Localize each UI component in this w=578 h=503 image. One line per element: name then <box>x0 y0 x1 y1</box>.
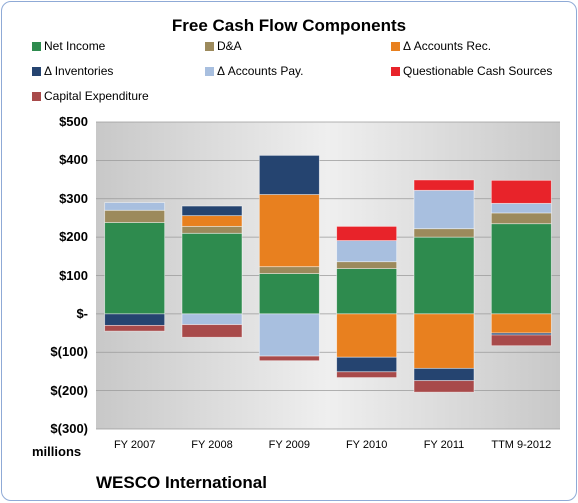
bar-d-a-fy-2009 <box>258 266 320 274</box>
legend-item-d-a: D&A <box>205 39 242 53</box>
legend-item-capital-expenditure: Capital Expenditure <box>32 89 149 103</box>
x-tick-label: FY 2009 <box>268 439 311 451</box>
bar-questionable-cash-sources-fy-2010 <box>336 225 398 241</box>
x-tick-label: FY 2007 <box>113 439 156 451</box>
bar-d-a-fy-2007 <box>104 209 166 223</box>
legend-item-questionable-cash-sources: Questionable Cash Sources <box>391 64 552 78</box>
legend-label: D&A <box>217 39 242 53</box>
y-tick-label: $(100) <box>50 344 88 360</box>
legend-item-accounts-pay: Δ Accounts Pay. <box>205 64 304 78</box>
legend-label: Δ Accounts Rec. <box>403 39 492 53</box>
bar-capital-expenditure-ttm-9-2012 <box>490 334 552 347</box>
bar-accounts-rec-fy-2009 <box>258 194 320 268</box>
legend-label: Questionable Cash Sources <box>403 64 553 78</box>
legend-swatch <box>391 41 400 51</box>
bar-questionable-cash-sources-fy-2011 <box>413 179 475 191</box>
bar-accounts-pay-fy-2010 <box>336 240 398 263</box>
bar-accounts-pay-fy-2008 <box>181 313 243 326</box>
bar-accounts-rec-fy-2011 <box>413 313 475 369</box>
legend-label: Δ Inventories <box>44 64 114 78</box>
bar-inventories-fy-2010 <box>336 356 398 373</box>
bar-net-income-ttm-9-2012 <box>490 223 552 315</box>
bar-inventories-fy-2008 <box>181 205 243 217</box>
bar-net-income-fy-2007 <box>104 222 166 315</box>
y-tick-label: $- <box>76 305 88 321</box>
bar-d-a-fy-2011 <box>413 228 475 238</box>
y-tick-label: $200 <box>59 229 88 245</box>
bar-capital-expenditure-fy-2007 <box>104 324 166 332</box>
chart-title: Free Cash Flow Components <box>171 16 407 35</box>
y-tick-label: $(200) <box>50 382 88 398</box>
bar-net-income-fy-2010 <box>336 268 398 315</box>
bar-inventories-fy-2007 <box>104 313 166 326</box>
legend-swatch <box>391 66 400 76</box>
bar-inventories-fy-2011 <box>413 367 475 382</box>
legend-item-accounts-rec: Δ Accounts Rec. <box>391 39 491 53</box>
bar-d-a-fy-2010 <box>336 261 398 269</box>
legend-swatch <box>205 66 214 76</box>
bar-accounts-pay-ttm-9-2012 <box>490 202 552 214</box>
bar-net-income-fy-2008 <box>181 232 243 315</box>
bar-inventories-fy-2009 <box>258 154 320 195</box>
x-tick-label: FY 2010 <box>345 439 388 451</box>
bar-capital-expenditure-fy-2008 <box>181 324 243 338</box>
bar-accounts-rec-ttm-9-2012 <box>490 313 552 334</box>
bar-accounts-rec-fy-2008 <box>181 215 243 227</box>
x-tick-label: FY 2011 <box>423 439 465 451</box>
bar-net-income-fy-2011 <box>413 236 475 315</box>
legend-label: Capital Expenditure <box>44 89 149 103</box>
legend-label: Net Income <box>44 39 106 53</box>
bar-accounts-rec-fy-2010 <box>336 313 398 358</box>
legend-swatch <box>32 41 41 51</box>
legend-swatch <box>205 41 214 51</box>
bar-accounts-pay-fy-2007 <box>104 202 166 211</box>
bar-d-a-fy-2008 <box>181 225 243 234</box>
bar-capital-expenditure-fy-2011 <box>413 380 475 393</box>
y-tick-label: $300 <box>59 190 88 206</box>
x-tick-label: TTM 9-2012 <box>491 439 552 451</box>
bar-d-a-ttm-9-2012 <box>490 212 552 225</box>
legend-item-inventories: Δ Inventories <box>32 64 113 78</box>
bar-accounts-pay-fy-2009 <box>258 313 320 357</box>
x-tick-label: FY 2008 <box>191 439 233 451</box>
bar-accounts-pay-fy-2011 <box>413 189 475 230</box>
bar-capital-expenditure-fy-2010 <box>336 371 398 378</box>
legend-label: Δ Accounts Pay. <box>217 64 304 78</box>
company-name: WESCO International <box>96 473 267 492</box>
legend-swatch <box>32 91 41 101</box>
y-tick-label: $100 <box>59 267 88 283</box>
unit-label: millions <box>32 444 82 459</box>
y-tick-label: $500 <box>59 114 88 129</box>
y-tick-label: $400 <box>59 152 88 168</box>
bar-questionable-cash-sources-ttm-9-2012 <box>490 179 552 204</box>
bar-capital-expenditure-fy-2009 <box>258 355 320 362</box>
y-tick-label: $(300) <box>50 421 88 436</box>
legend-swatch <box>32 66 41 76</box>
legend-item-net-income: Net Income <box>32 39 105 53</box>
bar-net-income-fy-2009 <box>258 273 320 315</box>
